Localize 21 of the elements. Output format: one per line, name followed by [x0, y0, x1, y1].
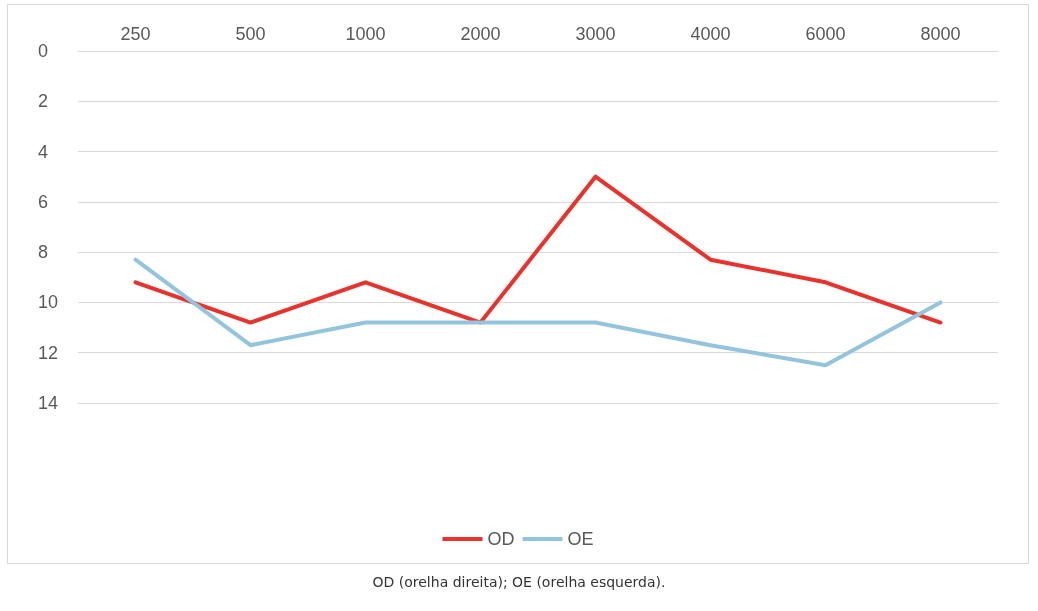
y-tick-label: 8: [38, 242, 49, 263]
y-tick-label: 14: [38, 393, 59, 413]
x-tick-label: 500: [235, 24, 266, 44]
legend-label: OE: [567, 529, 594, 549]
x-tick-label: 4000: [690, 24, 731, 44]
x-tick-label: 250: [120, 24, 151, 44]
y-tick-label: 6: [38, 191, 49, 212]
y-tick-label: 10: [38, 292, 59, 313]
x-tick-label: 8000: [920, 24, 961, 44]
line-series: [133, 174, 943, 325]
x-tick-label: 2000: [460, 24, 501, 44]
x-tick-label: 3000: [575, 24, 616, 44]
x-tick-label: 1000: [345, 24, 386, 44]
legend-label: OD: [487, 529, 515, 549]
text: OD (orelha direita); OE (orelha esquerda).: [371, 574, 667, 590]
y-tick-label: 12: [38, 342, 59, 363]
line-series: [133, 257, 943, 368]
y-tick-label: 0: [38, 41, 49, 61]
y-tick-label: 4: [38, 141, 49, 162]
y-tick-label: 2: [38, 91, 49, 112]
x-tick-label: 6000: [805, 24, 846, 44]
